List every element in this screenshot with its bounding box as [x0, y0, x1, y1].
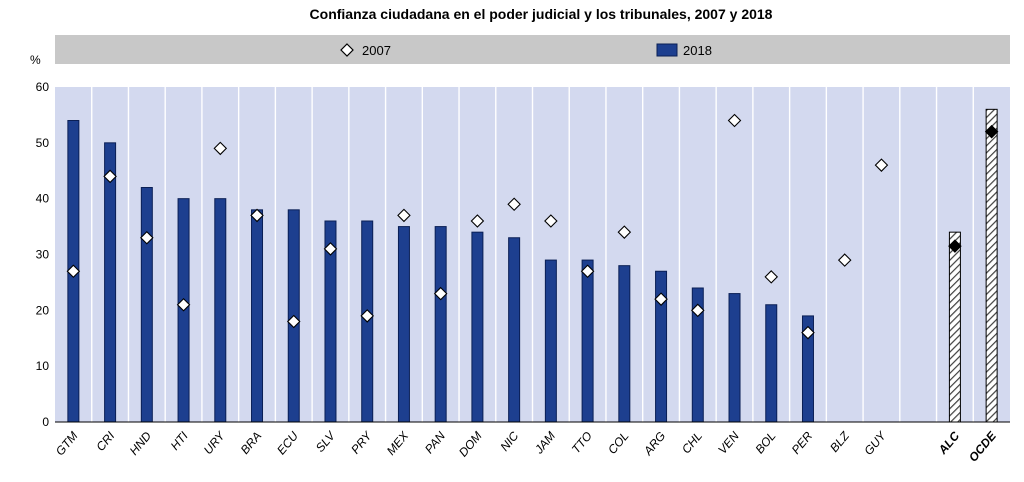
marker-2007-blz [837, 253, 852, 267]
bar-2018-jam [544, 259, 557, 423]
x-tick-label-hti: HTI [168, 428, 192, 452]
y-tick-label: 50 [36, 136, 50, 150]
y-tick-label: 10 [36, 359, 50, 373]
x-tick-label-blz: BLZ [827, 428, 852, 454]
y-axis: 0 10 20 30 40 50 60 [36, 80, 50, 429]
legend [55, 35, 1010, 64]
marker-2007-pan [433, 286, 448, 301]
bar-2018-ury [214, 198, 227, 423]
x-tick-label-cri: CRI [93, 428, 117, 453]
x-tick-label-pan: PAN [422, 429, 448, 456]
x-tick-label-jam: JAM [531, 429, 558, 457]
marker-2007-ury [213, 141, 228, 156]
bar-2018-cri [104, 142, 117, 423]
x-axis: GTM CRI HND HTI URY BRA ECU SLV PRY MEX PAN DOM NIC J… [53, 428, 1000, 464]
x-tick-label-col: COL [605, 429, 632, 457]
marker-2007-mex [397, 208, 411, 223]
marker-2007-nic [507, 197, 521, 212]
bar-2018-col [618, 265, 631, 423]
y-tick-label: 30 [36, 248, 50, 262]
marker-2007-bra [250, 208, 264, 223]
x-tick-label-tto: TTO [569, 429, 595, 456]
x-tick-label-nic: NIC [497, 429, 521, 454]
legend-item-2007: 2007 [340, 43, 391, 58]
bar-2018-pan [434, 226, 447, 423]
x-tick-label-slv: SLV [313, 428, 339, 455]
marker-2007-tto [580, 264, 595, 279]
bar-2018-alc [948, 231, 961, 423]
marker-2007-alc [948, 239, 962, 253]
legend-marker-2007 [340, 43, 354, 57]
bar-2018-ocde [985, 108, 998, 423]
x-tick-label-ury: URY [201, 428, 228, 457]
x-tick-label-mex: MEX [384, 428, 412, 458]
legend-item-2018: 2018 [656, 43, 712, 58]
marker-2007-gtm [66, 264, 81, 279]
x-tick-label-arg: ARG [640, 429, 668, 459]
x-tick-label-bol: BOL [752, 429, 778, 456]
marker-2007-arg [654, 292, 668, 306]
marker-2007-col [617, 225, 632, 239]
marker-2007-guy [874, 158, 889, 172]
legend-marker-2018 [656, 43, 678, 57]
bar-2018-bra [251, 209, 264, 423]
y-tick-label: 60 [36, 80, 50, 94]
y-axis-unit: % [30, 53, 41, 67]
marker-2007-bol [764, 270, 779, 284]
x-tick-label-ven: VEN [715, 429, 742, 457]
marker-2007-chl [691, 303, 705, 318]
y-tick-label: 20 [36, 303, 50, 317]
marker-2007-hti [176, 297, 191, 312]
legend-label-2007: 2007 [362, 43, 391, 58]
bar-2018-hnd [140, 187, 153, 423]
x-tick-label-bra: BRA [238, 429, 265, 457]
x-tick-label-guy: GUY [861, 428, 889, 458]
x-tick-label-hnd: HND [127, 429, 155, 458]
marker-2007-ocde [984, 124, 999, 139]
gridlines [91, 87, 974, 422]
bar-2018-mex [397, 226, 410, 423]
x-tick-label-pry: PRY [348, 428, 375, 456]
y-tick-label: 0 [42, 415, 49, 429]
bar-2018-dom [471, 231, 484, 423]
x-tick-label-alc: ALC [935, 429, 962, 458]
bar-2018-bol [765, 304, 778, 423]
y-tick-label: 40 [36, 192, 50, 206]
bar-2018-nic [508, 237, 521, 423]
bar-2018-ven [728, 293, 741, 423]
x-tick-label-gtm: GTM [53, 429, 81, 458]
marker-2007-jam [544, 214, 558, 228]
x-tick-label-chl: CHL [679, 429, 705, 456]
marker-2007-dom [470, 214, 485, 228]
markers-2007 [66, 113, 999, 340]
marker-2007-slv [323, 242, 338, 256]
marker-2007-ven [727, 113, 742, 128]
marker-2007-pry [360, 309, 374, 323]
marker-2007-hnd [140, 230, 154, 245]
x-tick-label-ecu: ECU [274, 429, 301, 458]
marker-2007-ecu [286, 314, 301, 329]
legend-label-2018: 2018 [683, 43, 712, 58]
x-tick-label-dom: DOM [456, 429, 485, 459]
x-tick-label-ocde: OCDE [966, 428, 1000, 464]
marker-2007-per [801, 325, 815, 340]
x-tick-label-per: PER [789, 429, 816, 457]
bar-2018-tto [581, 259, 594, 423]
chart-title: Confianza ciudadana en el poder judicial… [310, 6, 773, 22]
marker-2007-cri [103, 169, 117, 184]
